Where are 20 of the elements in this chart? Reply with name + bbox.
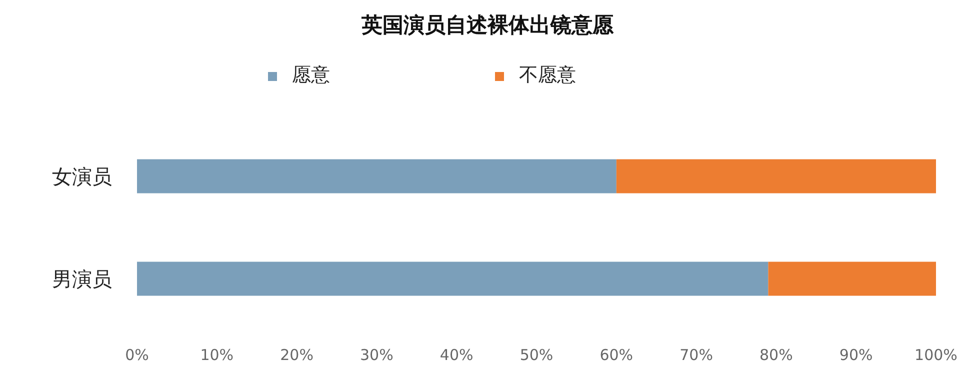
x-tick-label: 40% (440, 346, 474, 364)
bar (137, 262, 768, 296)
x-tick-label: 0% (125, 346, 149, 364)
x-tick-label: 50% (520, 346, 554, 364)
y-tick-label: 女演员 (52, 164, 112, 188)
x-tick-label: 100% (914, 346, 958, 364)
bar (768, 262, 936, 296)
bar (137, 159, 616, 194)
x-tick-label: 70% (680, 346, 713, 364)
bar (616, 159, 936, 194)
x-tick-label: 60% (600, 346, 634, 364)
legend-label: 愿意 (292, 64, 330, 86)
x-tick-label: 20% (280, 346, 314, 364)
legend-label: 不愿意 (519, 64, 576, 86)
chart-title: 英国演员自述裸体出镜意愿 (360, 13, 614, 37)
x-tick-label: 10% (200, 346, 234, 364)
x-tick-label: 30% (360, 346, 394, 364)
x-tick-label: 90% (839, 346, 873, 364)
x-tick-label: 80% (760, 346, 793, 364)
y-tick-label: 男演员 (52, 266, 112, 291)
